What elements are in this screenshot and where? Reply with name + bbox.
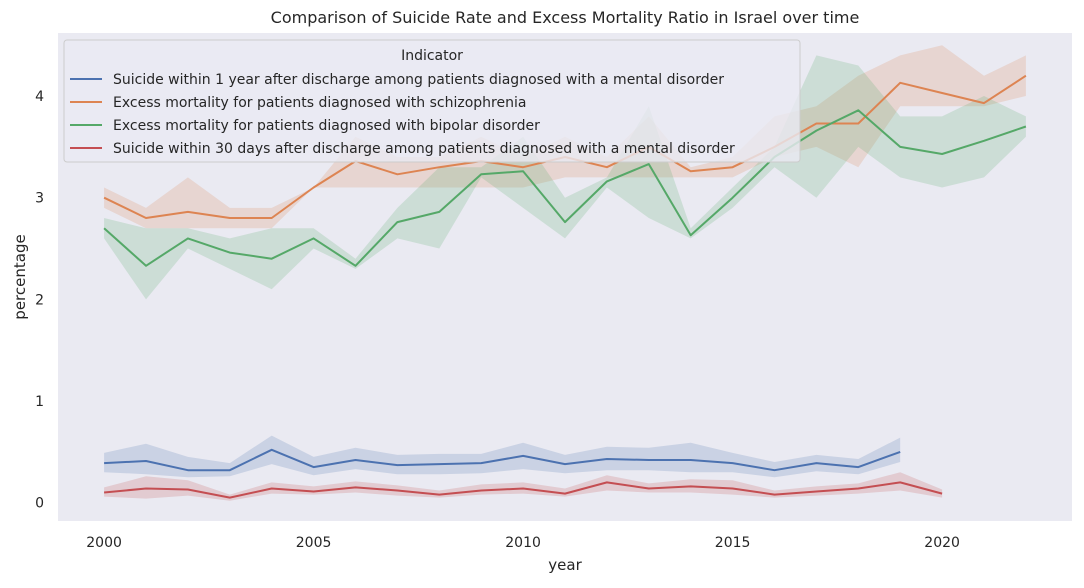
chart-title: Comparison of Suicide Rate and Excess Mo…	[271, 8, 860, 27]
y-tick-label: 3	[35, 191, 44, 207]
series-line-4	[104, 481, 943, 499]
confidence-band-1	[104, 435, 901, 478]
x-tick-label: 2000	[86, 535, 122, 551]
legend: Indicator Suicide within 1 year after di…	[63, 39, 801, 163]
y-tick-label: 0	[35, 496, 44, 512]
legend-entry-label: Suicide within 1 year after discharge am…	[113, 72, 724, 88]
y-tick-label: 1	[35, 394, 44, 410]
y-axis-label: percentage	[11, 234, 29, 319]
legend-box	[63, 39, 801, 163]
y-tick-label: 2	[35, 292, 44, 308]
x-tick-label: 2010	[505, 535, 541, 551]
y-tick-label: 4	[35, 89, 44, 105]
x-tick-label: 2020	[924, 535, 960, 551]
legend-entry-label: Excess mortality for patients diagnosed …	[113, 95, 526, 111]
x-axis-label: year	[548, 556, 582, 574]
legend-entry-label: Excess mortality for patients diagnosed …	[113, 118, 540, 134]
legend-title: Indicator	[401, 48, 463, 64]
x-tick-label: 2005	[296, 535, 332, 551]
series-line-3	[103, 109, 1027, 267]
x-axis-ticks: 2000 2005 2010 2015 2020	[86, 535, 960, 551]
legend-entry-label: Suicide within 30 days after discharge a…	[113, 141, 735, 157]
series-line-1	[104, 448, 901, 472]
confidence-band-4	[104, 472, 943, 501]
y-axis-ticks: 0 1 2 3 4	[35, 89, 44, 512]
x-tick-label: 2015	[715, 535, 751, 551]
